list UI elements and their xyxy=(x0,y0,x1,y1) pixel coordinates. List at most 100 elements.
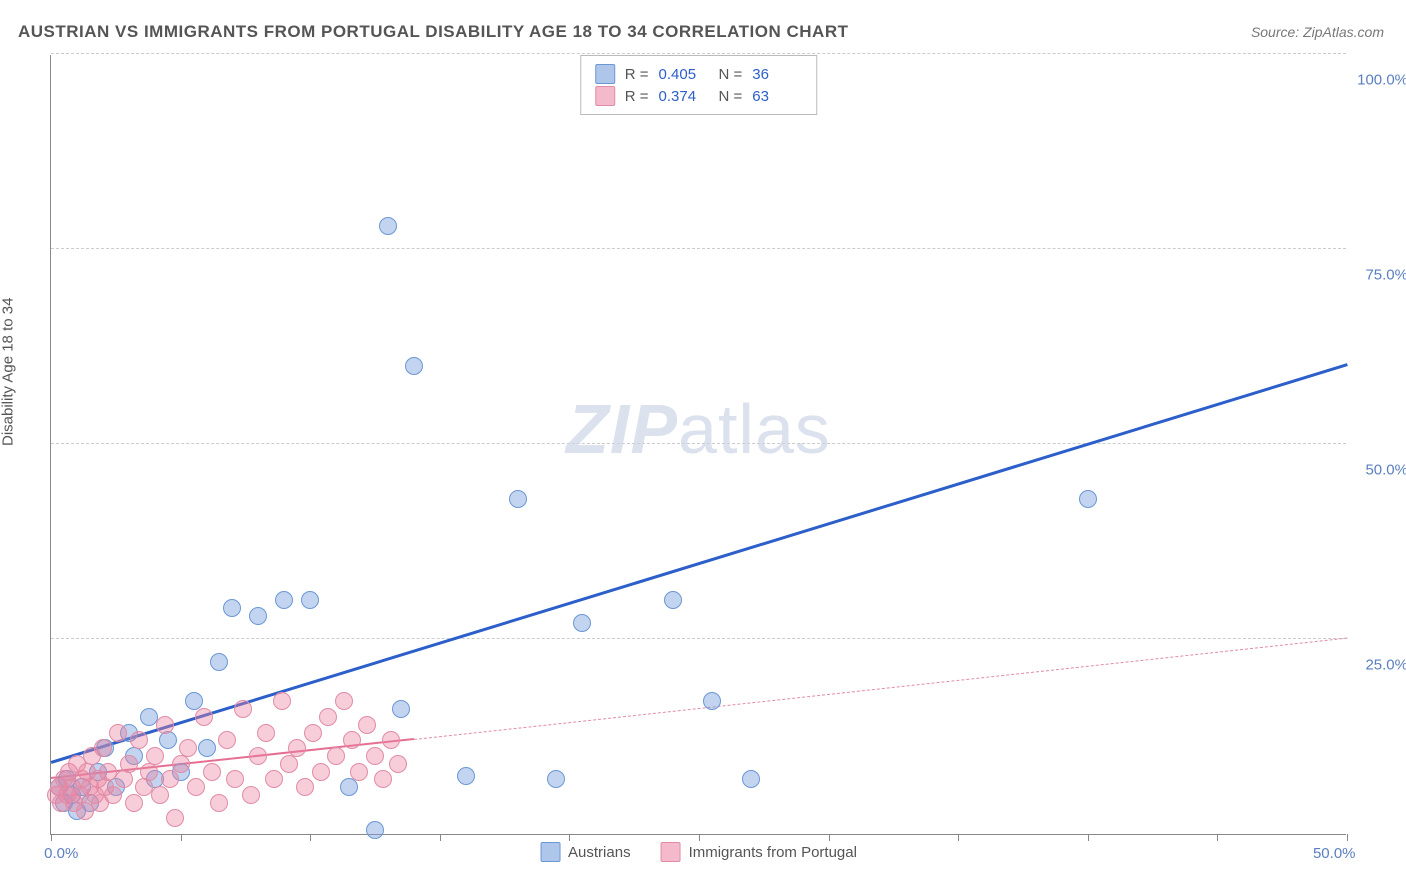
data-point xyxy=(1079,490,1097,508)
legend-label: Austrians xyxy=(568,844,631,861)
data-point xyxy=(382,731,400,749)
legend-marker-blue-icon xyxy=(595,64,615,84)
data-point xyxy=(187,778,205,796)
data-point xyxy=(249,747,267,765)
data-point xyxy=(392,700,410,718)
x-tick xyxy=(181,834,182,841)
data-point xyxy=(379,217,397,235)
n-value: 36 xyxy=(752,66,802,83)
data-point xyxy=(273,692,291,710)
data-point xyxy=(159,731,177,749)
data-point xyxy=(366,747,384,765)
data-point xyxy=(130,731,148,749)
plot-area: ZIPatlas R = 0.405 N = 36 R = 0.374 N = … xyxy=(50,55,1346,835)
data-point xyxy=(304,724,322,742)
x-tick xyxy=(958,834,959,841)
gridline xyxy=(51,638,1346,639)
data-point xyxy=(210,653,228,671)
gridline xyxy=(51,248,1346,249)
x-tick xyxy=(310,834,311,841)
data-point xyxy=(104,786,122,804)
data-point xyxy=(172,755,190,773)
data-point xyxy=(223,599,241,617)
y-axis-label: Disability Age 18 to 34 xyxy=(0,298,17,446)
data-point xyxy=(343,731,361,749)
data-point xyxy=(296,778,314,796)
data-point xyxy=(242,786,260,804)
r-label: R = xyxy=(625,88,649,105)
data-point xyxy=(742,770,760,788)
x-tick xyxy=(569,834,570,841)
chart-title: AUSTRIAN VS IMMIGRANTS FROM PORTUGAL DIS… xyxy=(18,22,849,42)
data-point xyxy=(109,724,127,742)
data-point xyxy=(94,739,112,757)
data-point xyxy=(340,778,358,796)
data-point xyxy=(301,591,319,609)
data-point xyxy=(203,763,221,781)
data-point xyxy=(327,747,345,765)
data-point xyxy=(573,614,591,632)
n-label: N = xyxy=(719,88,743,105)
legend-stats: R = 0.405 N = 36 R = 0.374 N = 63 xyxy=(580,55,818,115)
data-point xyxy=(405,357,423,375)
trend-line xyxy=(414,638,1347,740)
data-point xyxy=(257,724,275,742)
x-tick xyxy=(1347,834,1348,841)
data-point xyxy=(280,755,298,773)
y-tick-label: 50.0% xyxy=(1365,462,1406,479)
legend-series: Austrians Immigrants from Portugal xyxy=(540,842,857,862)
data-point xyxy=(312,763,330,781)
legend-marker-blue-icon xyxy=(540,842,560,862)
watermark-zip: ZIP xyxy=(566,390,678,468)
data-point xyxy=(151,786,169,804)
data-point xyxy=(319,708,337,726)
x-tick xyxy=(51,834,52,841)
watermark: ZIPatlas xyxy=(566,389,831,469)
source-label: Source: ZipAtlas.com xyxy=(1251,24,1384,40)
data-point xyxy=(195,708,213,726)
data-point xyxy=(358,716,376,734)
data-point xyxy=(288,739,306,757)
data-point xyxy=(275,591,293,609)
n-label: N = xyxy=(719,66,743,83)
x-tick xyxy=(1088,834,1089,841)
data-point xyxy=(161,770,179,788)
gridline xyxy=(51,443,1346,444)
legend-item: Austrians xyxy=(540,842,631,862)
data-point xyxy=(234,700,252,718)
x-tick-label: 0.0% xyxy=(44,845,78,862)
r-value: 0.374 xyxy=(659,88,709,105)
legend-item: Immigrants from Portugal xyxy=(661,842,857,862)
legend-stats-row: R = 0.374 N = 63 xyxy=(595,86,803,106)
data-point xyxy=(140,763,158,781)
data-point xyxy=(156,716,174,734)
data-point xyxy=(664,591,682,609)
data-point xyxy=(509,490,527,508)
data-point xyxy=(125,794,143,812)
data-point xyxy=(389,755,407,773)
x-tick-label: 50.0% xyxy=(1313,845,1356,862)
y-tick-label: 25.0% xyxy=(1365,657,1406,674)
data-point xyxy=(457,767,475,785)
r-label: R = xyxy=(625,66,649,83)
data-point xyxy=(198,739,216,757)
data-point xyxy=(179,739,197,757)
data-point xyxy=(265,770,283,788)
legend-marker-pink-icon xyxy=(661,842,681,862)
data-point xyxy=(115,770,133,788)
data-point xyxy=(120,755,138,773)
x-tick xyxy=(1217,834,1218,841)
gridline xyxy=(51,53,1346,54)
chart-container: AUSTRIAN VS IMMIGRANTS FROM PORTUGAL DIS… xyxy=(0,0,1406,892)
y-tick-label: 75.0% xyxy=(1365,267,1406,284)
data-point xyxy=(146,747,164,765)
n-value: 63 xyxy=(752,88,802,105)
data-point xyxy=(335,692,353,710)
data-point xyxy=(210,794,228,812)
legend-marker-pink-icon xyxy=(595,86,615,106)
y-tick-label: 100.0% xyxy=(1357,72,1406,89)
data-point xyxy=(249,607,267,625)
data-point xyxy=(374,770,392,788)
data-point xyxy=(226,770,244,788)
legend-stats-row: R = 0.405 N = 36 xyxy=(595,64,803,84)
